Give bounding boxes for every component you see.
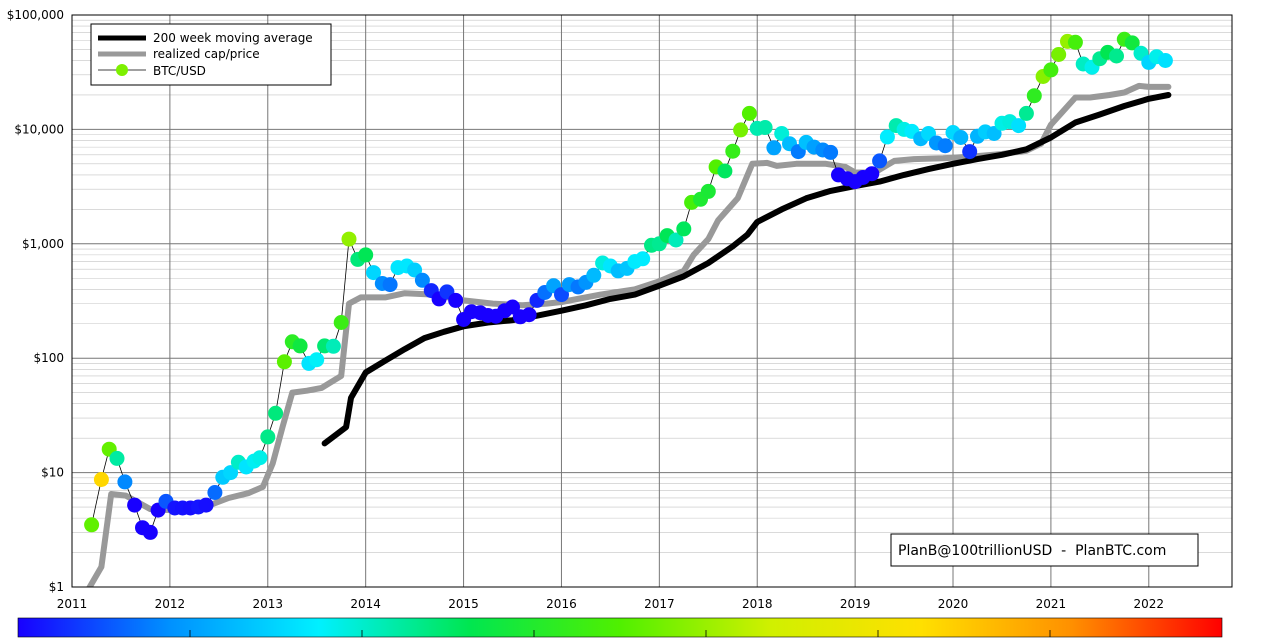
btc-point [1051,47,1067,62]
btc-point [635,251,651,267]
btc-point [521,307,537,323]
btc-point [268,405,284,421]
btc-point [142,524,158,540]
plot-frame [71,14,1233,588]
btc-point [823,144,839,160]
btc-point [872,153,888,169]
legend-label-realized: realized cap/price [153,47,260,61]
x-tick-label: 2017 [644,597,675,611]
y-axis-ticks: $1 $10 $100 $1,000 $10,000 $100,000 [7,8,64,594]
legend: 200 week moving average realized cap/pri… [90,23,332,86]
btc-point [1157,53,1173,68]
x-tick-label: 2014 [350,597,381,611]
btc-point [725,143,741,159]
x-axis-ticks: 2011 2012 2013 2014 2015 2016 2017 2018 2019 2020… [57,597,1164,611]
btc-point [414,272,430,288]
btc-point [117,474,133,490]
btc-point [109,450,125,466]
btc-point [407,262,423,278]
legend-label-ma200: 200 week moving average [153,31,313,45]
btc-point [382,277,398,293]
btc-point [1124,35,1140,51]
btc-point [341,231,357,247]
btc-point [741,105,757,121]
btc-point [962,144,978,160]
btc-point [1011,118,1027,134]
colorbar-ticks [189,630,1051,637]
btc-point [676,221,692,237]
btc-point [937,138,953,154]
plot-background [72,15,1232,587]
btc-point [774,126,790,141]
x-tick-label: 2020 [938,597,969,611]
x-tick-label: 2016 [546,597,577,611]
x-tick-label: 2021 [1036,597,1067,611]
btc-point [207,485,223,500]
btc-point [325,338,341,354]
x-tick-label: 2011 [57,597,88,611]
x-tick-label: 2022 [1134,597,1165,611]
btc-point [223,465,239,481]
btc-point [93,472,109,487]
btc-point [879,129,895,145]
watermark-text: PlanB@100trillionUSD - PlanBTC.com [898,543,1166,559]
x-tick-label: 2015 [448,597,479,611]
y-tick-label: $100,000 [7,8,64,22]
btc-point [700,183,716,199]
btc-point [252,450,268,466]
y-tick-label: $1,000 [22,237,64,251]
btc-point [986,126,1002,141]
watermark: PlanB@100trillionUSD - PlanBTC.com [890,533,1199,567]
btc-point [448,292,464,308]
btc-point [366,265,381,281]
btc-point [1018,105,1034,121]
y-tick-label: $10,000 [14,122,64,136]
series-200-week-ma [321,92,1172,447]
btc-point [198,497,214,513]
btc-point [127,497,143,513]
btc-point [757,120,773,135]
btc-point [276,354,292,370]
btc-point [84,517,100,533]
y-tick-label: $10 [41,466,64,480]
y-tick-label: $100 [33,351,64,365]
btc-point [717,163,733,179]
y-tick-label: $1 [49,580,64,594]
btc-point [292,338,308,354]
btc-point [668,232,684,248]
colorbar-strip [17,617,1223,638]
btc-point [309,352,325,368]
btc-point [953,130,969,145]
btc-point [1067,34,1083,50]
btc-points [84,31,1173,540]
btc-point [1026,88,1042,104]
btc-point [766,140,782,156]
grid [71,14,1232,588]
btc-point [733,122,749,138]
x-tick-label: 2012 [155,597,186,611]
x-tick-label: 2013 [253,597,284,611]
btc-point [260,429,276,445]
btc-point [333,315,349,330]
watermark-box [890,533,1199,567]
legend-swatch-btc-dot [116,64,128,76]
btc-point [1109,48,1124,64]
x-tick-label: 2019 [840,597,871,611]
btc-point [358,247,374,263]
legend-label-btc: BTC/USD [153,64,206,78]
btc-point [1043,62,1059,78]
btc-point [864,166,880,182]
colorbar [17,617,1223,638]
btc-point [586,267,602,283]
x-tick-label: 2018 [742,597,773,611]
